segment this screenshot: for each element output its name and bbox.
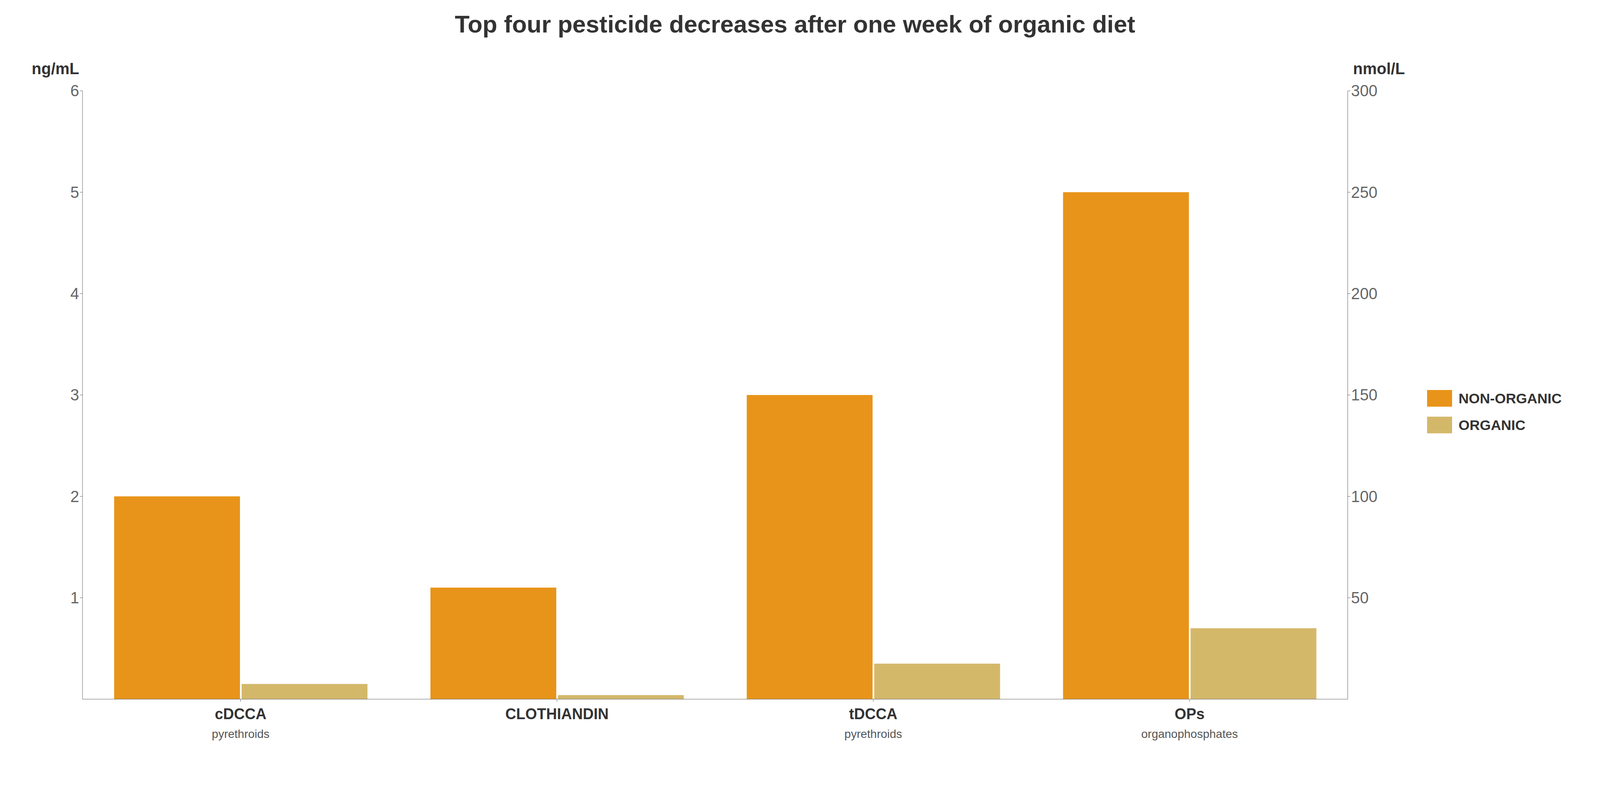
svg-text:CLOTHIANDIN: CLOTHIANDIN [505, 705, 609, 723]
svg-text:nmol/L: nmol/L [1352, 60, 1405, 78]
svg-text:2: 2 [70, 487, 80, 506]
html-text:Top four pesticide decreases a: Top four pesticide decreases after one w… [454, 10, 1136, 38]
svg-text:200: 200 [1351, 285, 1378, 303]
svg-text:organophosphates: organophosphates [1141, 727, 1238, 741]
svg-text:50: 50 [1351, 589, 1369, 607]
svg-text:pyrethroids: pyrethroids [844, 727, 903, 741]
svg-text:3: 3 [70, 386, 80, 404]
svg-text:150: 150 [1351, 386, 1378, 404]
html-text:NON-ORGANIC: NON-ORGANIC [1458, 390, 1562, 407]
html-text:ORGANIC: ORGANIC [1458, 416, 1526, 433]
svg-text:250: 250 [1351, 183, 1378, 202]
svg-text:pyrethroids: pyrethroids [211, 727, 270, 741]
svg-text:tDCCA: tDCCA [849, 705, 898, 723]
svg-text:OPs: OPs [1174, 705, 1205, 723]
svg-text:6: 6 [70, 82, 80, 100]
svg-text:5: 5 [70, 183, 80, 202]
svg-text:4: 4 [70, 285, 80, 303]
svg-text:1: 1 [70, 589, 80, 607]
svg-text:cDCCA: cDCCA [215, 705, 267, 723]
svg-text:100: 100 [1351, 487, 1378, 506]
svg-text:ng/mL: ng/mL [31, 60, 80, 78]
svg-text:300: 300 [1351, 82, 1378, 100]
